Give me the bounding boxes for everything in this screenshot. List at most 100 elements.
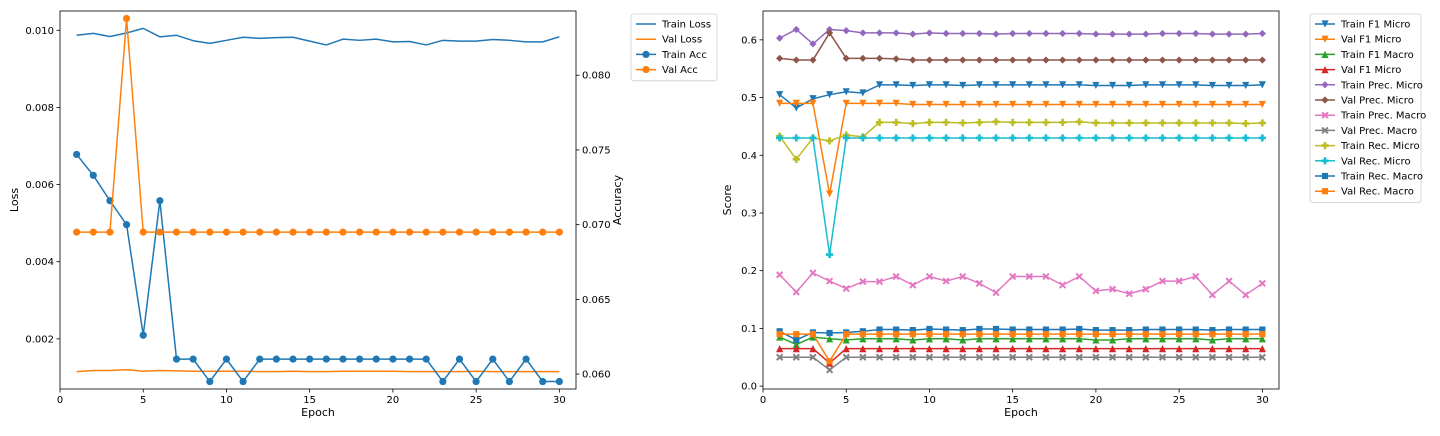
data-point <box>925 56 934 64</box>
data-point <box>1026 331 1033 338</box>
x-tick-label: 25 <box>1173 395 1186 406</box>
data-point <box>1025 56 1033 64</box>
score-chart: 0 5 10 15 20 25 30 Epoch 0.0 0.1 0.2 0.3 0.4 0.5 0.6 Sc… <box>721 10 1426 419</box>
series-val-prec-macro <box>776 353 1266 374</box>
data-point <box>1125 290 1133 298</box>
data-point <box>1175 81 1183 89</box>
data-point <box>942 81 950 89</box>
series-val-rec-micro <box>776 134 1266 259</box>
data-point <box>1042 29 1050 38</box>
data-point <box>992 30 1000 38</box>
data-point <box>1258 345 1266 353</box>
data-point <box>1142 56 1150 64</box>
data-point <box>909 134 917 142</box>
data-point <box>1225 30 1233 38</box>
data-point <box>843 331 850 338</box>
data-point <box>942 29 950 38</box>
data-point <box>89 171 97 179</box>
x-tick-label: 20 <box>387 395 400 406</box>
data-point <box>842 336 850 344</box>
data-point <box>942 331 950 338</box>
legend: Train Loss Val Loss Train Acc Val Acc <box>630 13 718 82</box>
series-line <box>779 28 1263 45</box>
data-point <box>1092 327 1100 334</box>
data-point <box>942 118 950 126</box>
data-point <box>1225 335 1233 343</box>
data-point <box>1142 285 1150 293</box>
data-point <box>1142 353 1150 361</box>
data-point <box>975 345 983 353</box>
data-point <box>1075 29 1083 38</box>
legend-item: Val F1 Micro <box>1315 65 1401 76</box>
data-point <box>992 81 1000 89</box>
data-point <box>422 228 430 236</box>
data-point <box>959 56 967 64</box>
data-point <box>892 99 900 107</box>
data-point <box>1208 30 1217 38</box>
data-point <box>1142 345 1150 353</box>
data-point <box>909 30 917 38</box>
data-point <box>539 377 547 386</box>
y2-axis-label: Accuracy <box>611 174 624 225</box>
data-point <box>1225 326 1233 333</box>
data-point <box>1108 119 1117 127</box>
data-point <box>975 29 983 38</box>
legend-label: Val Prec. Micro <box>1341 96 1414 107</box>
data-point <box>1259 326 1266 333</box>
data-point <box>1208 119 1217 127</box>
series-val-f1-micro <box>776 99 1266 198</box>
legend-label: Train Rec. Macro <box>1340 172 1423 183</box>
data-point <box>825 277 834 285</box>
data-point <box>1175 335 1183 343</box>
data-point <box>776 91 784 99</box>
data-point <box>1192 345 1200 353</box>
data-point <box>1125 134 1133 142</box>
data-point <box>892 272 900 281</box>
data-point <box>1092 81 1100 90</box>
y-axis: 0.0 0.1 0.2 0.3 0.4 0.5 0.6 <box>741 35 763 393</box>
data-point <box>792 104 800 112</box>
data-point <box>1108 30 1117 38</box>
data-point <box>1009 345 1017 353</box>
data-point <box>926 331 933 338</box>
data-point <box>793 331 800 338</box>
legend-item: Train F1 Macro <box>1315 50 1414 61</box>
y2-tick-label: 0.065 <box>582 295 611 306</box>
data-point <box>222 355 231 363</box>
data-point <box>555 377 563 386</box>
data-point <box>1075 134 1083 142</box>
data-point <box>1258 119 1266 127</box>
data-point <box>1108 345 1117 353</box>
data-point <box>892 29 900 37</box>
data-point <box>925 345 934 353</box>
data-point <box>876 326 883 333</box>
data-point <box>555 228 563 236</box>
data-point <box>792 155 800 163</box>
data-point <box>172 355 181 363</box>
data-point <box>1209 331 1216 338</box>
legend-label: Train Acc <box>661 50 707 61</box>
legend-frame <box>1309 13 1422 203</box>
data-point <box>792 340 800 349</box>
data-point <box>1009 326 1016 333</box>
data-point <box>1075 345 1083 353</box>
data-point <box>1258 56 1266 64</box>
data-point <box>356 355 364 363</box>
data-point <box>792 345 800 353</box>
data-point <box>1158 134 1167 142</box>
data-point <box>992 345 1000 353</box>
data-point <box>909 345 917 353</box>
data-point <box>206 228 214 236</box>
data-point <box>1009 56 1017 64</box>
x-axis-label: Epoch <box>301 406 335 419</box>
data-point <box>1108 353 1117 361</box>
y-tick-label: 0.3 <box>741 208 757 219</box>
data-point <box>776 271 784 279</box>
data-point <box>1242 345 1250 353</box>
data-point <box>792 353 800 361</box>
series-train-f1-macro <box>776 333 1266 349</box>
data-point <box>122 221 131 229</box>
y-axis: 0.002 0.004 0.006 0.008 0.010 <box>25 26 60 345</box>
data-point <box>892 118 900 126</box>
data-point <box>1042 331 1050 338</box>
